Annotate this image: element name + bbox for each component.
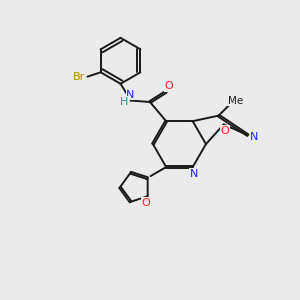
- Text: O: O: [142, 198, 151, 208]
- Text: N: N: [190, 169, 198, 178]
- Text: O: O: [164, 81, 173, 92]
- Text: H: H: [120, 97, 129, 107]
- Text: N: N: [126, 90, 134, 100]
- Text: O: O: [221, 126, 230, 136]
- Text: Br: Br: [73, 72, 86, 82]
- Text: Me: Me: [228, 96, 243, 106]
- Text: N: N: [250, 132, 259, 142]
